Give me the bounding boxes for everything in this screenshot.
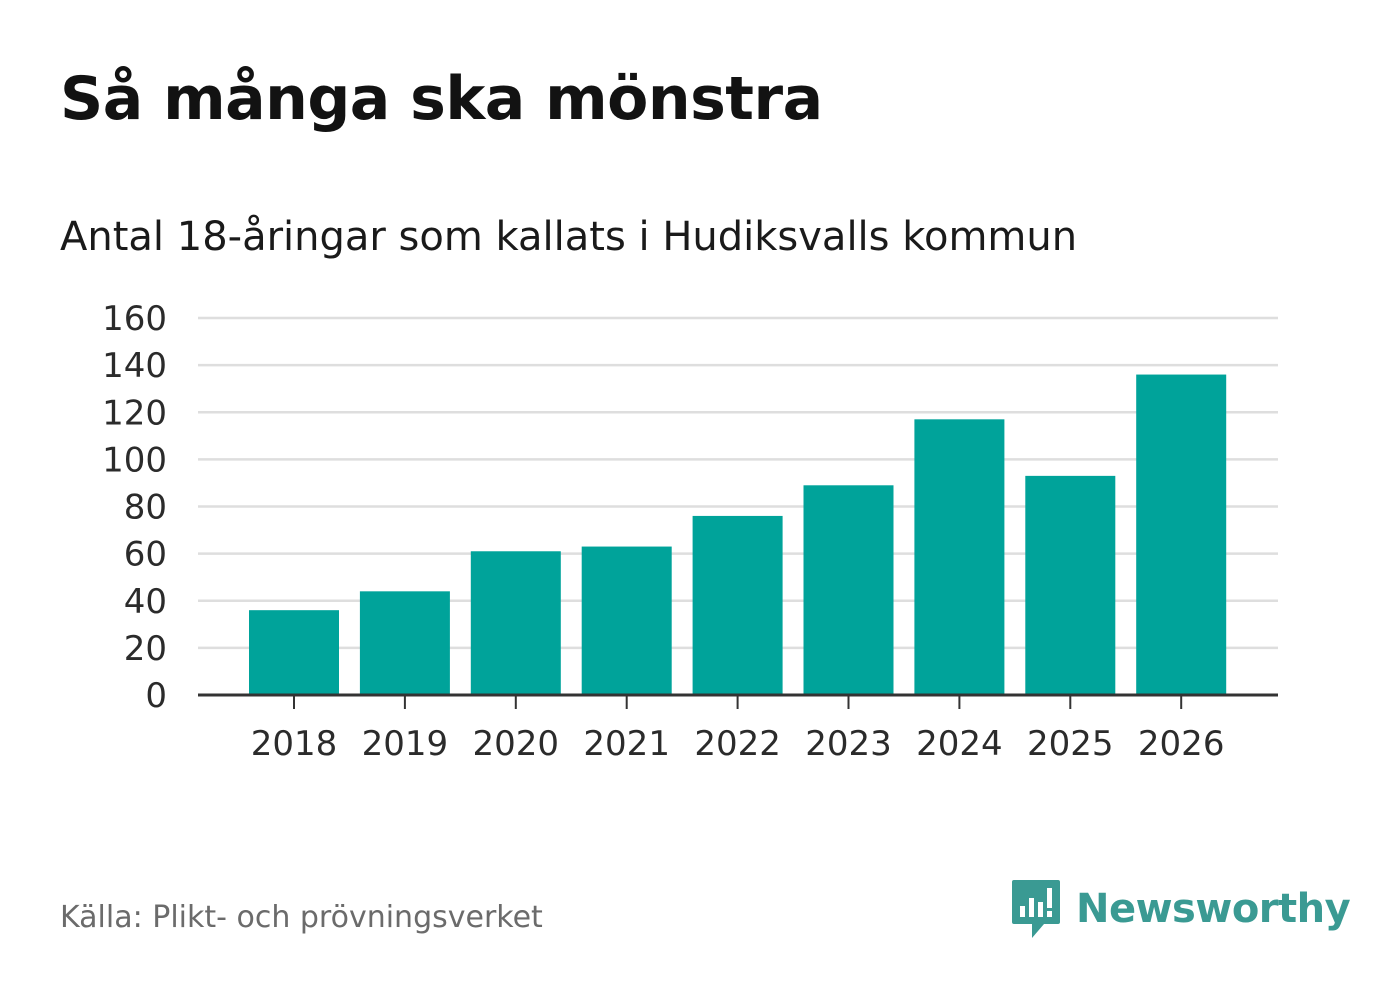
y-tick-label-160: 160: [102, 299, 167, 339]
y-tick-label-80: 80: [124, 488, 167, 528]
y-tick-label-0: 0: [145, 676, 167, 716]
bar-2019: [359, 591, 450, 695]
brand: Newsworthy: [1010, 878, 1351, 940]
x-tick-label-2023: 2023: [805, 724, 892, 764]
bar-2020: [470, 551, 561, 695]
y-tick-label-20: 20: [124, 629, 167, 669]
x-tick-label-2024: 2024: [916, 724, 1003, 764]
y-tick-label-140: 140: [102, 346, 167, 386]
brand-name: Newsworthy: [1076, 886, 1351, 932]
y-tick-label-40: 40: [124, 582, 167, 622]
y-tick-label-100: 100: [102, 440, 167, 480]
x-tick-label-2019: 2019: [362, 724, 449, 764]
x-tick-label-2018: 2018: [251, 724, 338, 764]
newsworthy-logo-icon: [1012, 880, 1060, 938]
bar-2024: [914, 419, 1005, 695]
bar-2026: [1136, 374, 1227, 695]
bar-2025: [1025, 475, 1116, 695]
chart-title: Så många ska mönstra: [60, 64, 823, 134]
bar-2021: [581, 546, 672, 695]
x-tick-label-2025: 2025: [1027, 724, 1114, 764]
x-tick-label-2020: 2020: [473, 724, 560, 764]
chart-subtitle: Antal 18-åringar som kallats i Hudiksval…: [60, 214, 1078, 260]
bar-2022: [692, 515, 783, 695]
y-tick-label-60: 60: [124, 535, 167, 575]
x-tick-label-2021: 2021: [583, 724, 670, 764]
source-note: Källa: Plikt- och prövningsverket: [60, 900, 543, 935]
x-tick-label-2026: 2026: [1138, 724, 1225, 764]
bar-2023: [803, 485, 894, 695]
x-tick-label-2022: 2022: [694, 724, 781, 764]
y-tick-label-120: 120: [102, 393, 167, 433]
bar-2018: [249, 610, 339, 695]
